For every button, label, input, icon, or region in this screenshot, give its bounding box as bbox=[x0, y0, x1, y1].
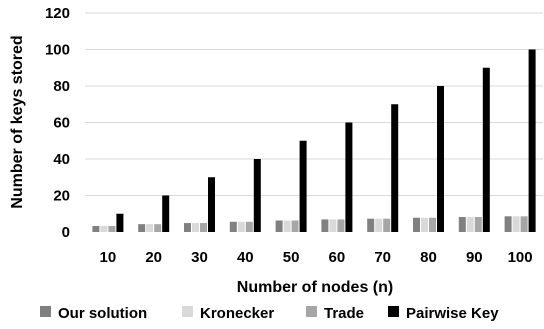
bar-our-solution-40 bbox=[229, 221, 237, 232]
gridlines bbox=[85, 12, 543, 196]
legend-swatch bbox=[306, 306, 317, 317]
x-tick-label: 50 bbox=[283, 249, 300, 266]
legend-item-pairwise-key: Pairwise Key bbox=[388, 305, 499, 322]
bar-trade-40 bbox=[245, 221, 253, 232]
x-tick-label: 40 bbox=[237, 249, 254, 266]
bar-kronecker-30 bbox=[192, 223, 199, 232]
y-tick-label: 100 bbox=[45, 42, 70, 59]
legend-label: Kronecker bbox=[200, 305, 274, 322]
bar-our-solution-50 bbox=[275, 220, 283, 232]
bar-trade-10 bbox=[108, 225, 116, 232]
bar-our-solution-10 bbox=[92, 225, 100, 232]
legend-label: Trade bbox=[324, 305, 364, 322]
y-tick-label: 0 bbox=[62, 224, 70, 241]
bar-pairwise-key-40 bbox=[253, 159, 261, 232]
legend-item-our-solution: Our solution bbox=[40, 305, 147, 322]
legend-label: Our solution bbox=[58, 305, 147, 322]
x-tick-label: 30 bbox=[191, 249, 208, 266]
bar-pairwise-key-30 bbox=[208, 177, 215, 232]
bar-our-solution-60 bbox=[321, 219, 329, 232]
x-axis-ticks: 10 20 30 40 50 60 70 80 90 100 bbox=[100, 249, 533, 266]
bar-our-solution-80 bbox=[413, 217, 420, 232]
legend-item-kronecker: Kronecker bbox=[182, 305, 274, 322]
bar-trade-60 bbox=[337, 219, 345, 232]
bars bbox=[92, 49, 536, 232]
bar-kronecker-60 bbox=[329, 219, 337, 232]
bar-our-solution-100 bbox=[504, 216, 512, 232]
bar-our-solution-20 bbox=[138, 224, 146, 232]
legend-item-trade: Trade bbox=[306, 305, 364, 322]
legend: Our solution Kronecker Trade Pairwise Key bbox=[40, 305, 499, 322]
bar-pairwise-key-100 bbox=[528, 49, 536, 232]
bar-kronecker-70 bbox=[375, 218, 383, 232]
bar-pairwise-key-10 bbox=[116, 213, 124, 232]
bar-our-solution-70 bbox=[367, 218, 375, 232]
bar-pairwise-key-50 bbox=[299, 140, 307, 232]
y-axis-ticks: 0 20 40 60 80 100 120 bbox=[45, 5, 70, 241]
y-tick-label: 40 bbox=[53, 151, 70, 168]
x-tick-label: 60 bbox=[329, 249, 346, 266]
y-tick-label: 60 bbox=[53, 115, 70, 132]
bar-kronecker-100 bbox=[512, 216, 520, 232]
bar-kronecker-80 bbox=[421, 217, 428, 232]
x-tick-label: 10 bbox=[100, 249, 117, 266]
x-tick-label: 70 bbox=[374, 249, 391, 266]
y-axis-title: Number of keys stored bbox=[9, 35, 26, 208]
legend-label: Pairwise Key bbox=[406, 305, 499, 322]
y-tick-label: 80 bbox=[53, 78, 70, 95]
bar-pairwise-key-80 bbox=[437, 86, 444, 232]
bar-trade-50 bbox=[291, 220, 299, 232]
bar-trade-90 bbox=[474, 217, 482, 232]
bar-pairwise-key-70 bbox=[391, 104, 399, 232]
bar-kronecker-50 bbox=[283, 220, 291, 232]
y-tick-label: 120 bbox=[45, 5, 70, 22]
bar-pairwise-key-60 bbox=[345, 122, 353, 232]
x-axis-title: Number of nodes (n) bbox=[237, 279, 393, 296]
x-tick-label: 80 bbox=[420, 249, 437, 266]
bar-pairwise-key-20 bbox=[162, 195, 170, 232]
bar-kronecker-40 bbox=[237, 221, 245, 232]
x-tick-label: 90 bbox=[466, 249, 483, 266]
bar-kronecker-20 bbox=[146, 224, 154, 232]
bar-pairwise-key-90 bbox=[482, 67, 490, 232]
bar-trade-80 bbox=[429, 217, 436, 232]
legend-swatch bbox=[40, 306, 51, 317]
bar-trade-30 bbox=[200, 223, 207, 232]
legend-swatch bbox=[388, 306, 399, 317]
bar-kronecker-90 bbox=[466, 217, 474, 232]
bar-trade-20 bbox=[154, 224, 162, 232]
bar-trade-70 bbox=[383, 218, 391, 232]
bar-trade-100 bbox=[520, 216, 528, 232]
x-tick-label: 100 bbox=[508, 249, 533, 266]
bar-our-solution-30 bbox=[184, 223, 191, 232]
x-tick-label: 20 bbox=[145, 249, 162, 266]
legend-swatch bbox=[182, 306, 193, 317]
y-tick-label: 20 bbox=[53, 188, 70, 205]
bar-our-solution-90 bbox=[458, 217, 466, 232]
bar-kronecker-10 bbox=[100, 225, 108, 232]
